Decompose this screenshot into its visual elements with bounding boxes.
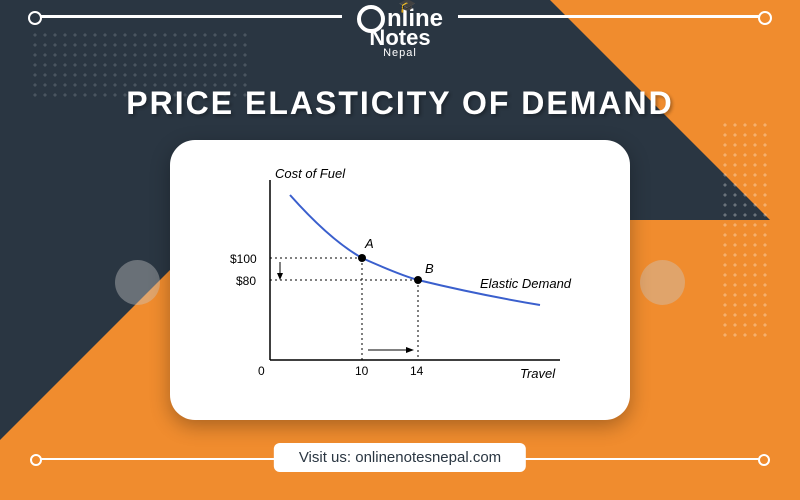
x-axis-label: Travel bbox=[520, 366, 556, 381]
logo-o-icon: 🎓 bbox=[357, 5, 385, 33]
point-a bbox=[358, 254, 366, 262]
x-tick-14: 14 bbox=[410, 364, 424, 378]
down-arrow-head bbox=[277, 273, 283, 280]
graduation-cap-icon: 🎓 bbox=[399, 0, 416, 14]
brand-logo: 🎓nline Notes Nepal bbox=[342, 0, 458, 64]
side-circle-right bbox=[640, 260, 685, 305]
dots-pattern-right bbox=[720, 120, 770, 340]
chart-card: Cost of Fuel Travel 0 $100 $80 10 14 A B… bbox=[170, 140, 630, 420]
x-tick-10: 10 bbox=[355, 364, 369, 378]
y-tick-100: $100 bbox=[230, 252, 257, 266]
origin-label: 0 bbox=[258, 364, 265, 378]
visit-link[interactable]: Visit us: onlinenotesnepal.com bbox=[274, 443, 526, 472]
point-b-label: B bbox=[425, 261, 434, 276]
y-axis-label: Cost of Fuel bbox=[275, 166, 346, 181]
demand-chart: Cost of Fuel Travel 0 $100 $80 10 14 A B… bbox=[200, 160, 600, 400]
side-circle-left bbox=[115, 260, 160, 305]
right-arrow-head bbox=[406, 347, 414, 353]
curve-label: Elastic Demand bbox=[480, 276, 572, 291]
point-a-label: A bbox=[364, 236, 374, 251]
point-b bbox=[414, 276, 422, 284]
page-title: PRICE ELASTICITY OF DEMAND bbox=[126, 85, 673, 122]
y-tick-80: $80 bbox=[236, 274, 256, 288]
